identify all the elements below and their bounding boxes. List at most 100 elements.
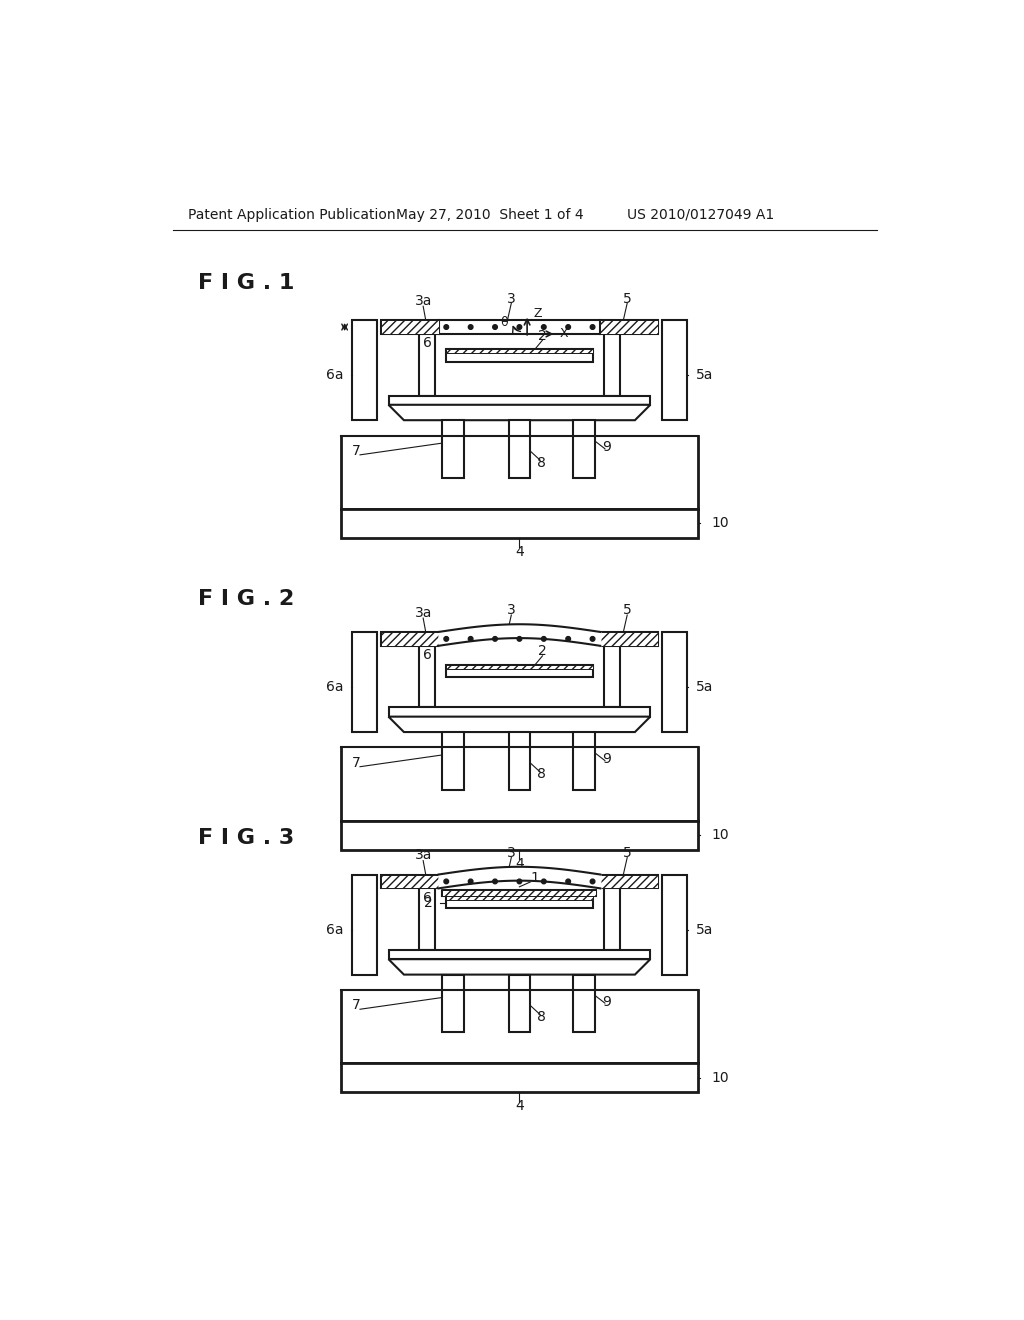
Bar — [381, 321, 438, 334]
Text: 5a: 5a — [695, 923, 713, 937]
Bar — [381, 321, 438, 334]
Text: 5: 5 — [623, 292, 632, 305]
Circle shape — [468, 325, 473, 330]
Text: 1: 1 — [530, 871, 540, 884]
Bar — [419, 334, 435, 396]
Circle shape — [566, 879, 570, 884]
Bar — [388, 396, 650, 405]
Bar — [600, 875, 658, 888]
Text: 5a: 5a — [695, 680, 713, 694]
Text: 6: 6 — [423, 337, 431, 350]
Text: 6: 6 — [423, 891, 431, 904]
Text: 10: 10 — [712, 828, 729, 842]
Text: F I G . 3: F I G . 3 — [199, 828, 295, 847]
Text: 8: 8 — [538, 1010, 546, 1024]
Bar — [446, 665, 593, 669]
Polygon shape — [388, 960, 650, 974]
Text: F I G . 1: F I G . 1 — [199, 273, 295, 293]
Text: 7: 7 — [352, 756, 360, 770]
Text: 4: 4 — [515, 545, 524, 558]
Circle shape — [517, 879, 521, 884]
Bar — [381, 632, 438, 645]
Bar — [446, 896, 593, 908]
Bar — [442, 974, 464, 1032]
Text: X: X — [559, 327, 568, 341]
Bar — [604, 334, 620, 396]
Bar — [388, 950, 650, 960]
Bar — [600, 321, 658, 334]
Bar — [662, 321, 686, 420]
Bar — [604, 645, 620, 708]
Circle shape — [542, 879, 546, 884]
Circle shape — [566, 636, 570, 642]
Text: 5: 5 — [623, 603, 632, 618]
Text: 2: 2 — [539, 329, 547, 342]
Text: 3a: 3a — [415, 849, 432, 862]
Bar — [509, 974, 530, 1032]
Bar — [600, 875, 658, 888]
Polygon shape — [388, 405, 650, 420]
Bar — [352, 632, 377, 733]
Circle shape — [590, 879, 595, 884]
Circle shape — [493, 325, 498, 330]
Circle shape — [444, 636, 449, 642]
Bar — [446, 665, 593, 677]
Circle shape — [542, 325, 546, 330]
Bar — [341, 821, 698, 850]
Text: 3: 3 — [507, 846, 516, 859]
Bar — [419, 645, 435, 708]
Bar — [600, 321, 658, 334]
Bar — [573, 420, 595, 478]
Bar — [446, 350, 593, 362]
Bar — [442, 420, 464, 478]
Circle shape — [493, 879, 498, 884]
Bar — [662, 874, 686, 974]
Bar — [573, 974, 595, 1032]
Bar — [352, 874, 377, 974]
Bar — [352, 321, 377, 420]
Text: 6a: 6a — [326, 923, 343, 937]
Circle shape — [468, 636, 473, 642]
Text: 5a: 5a — [695, 368, 713, 383]
Text: 3a: 3a — [415, 294, 432, 308]
Text: 9: 9 — [602, 994, 611, 1008]
Bar — [381, 632, 438, 645]
Text: Patent Application Publication: Patent Application Publication — [188, 207, 396, 222]
Text: 9: 9 — [602, 440, 611, 454]
Circle shape — [444, 325, 449, 330]
Bar — [604, 888, 620, 950]
Text: Z: Z — [534, 306, 542, 319]
Text: 8: 8 — [538, 455, 546, 470]
Bar — [509, 420, 530, 478]
Text: 4: 4 — [515, 857, 524, 871]
Circle shape — [517, 636, 521, 642]
Text: θ: θ — [501, 315, 508, 329]
Circle shape — [590, 325, 595, 330]
Text: 2: 2 — [424, 896, 432, 911]
Text: 3: 3 — [507, 603, 516, 618]
Bar — [442, 733, 464, 789]
Text: 3a: 3a — [415, 606, 432, 619]
Text: 7: 7 — [352, 444, 360, 458]
Bar — [388, 708, 650, 717]
Text: US 2010/0127049 A1: US 2010/0127049 A1 — [628, 207, 774, 222]
Text: 2: 2 — [539, 644, 547, 659]
Circle shape — [542, 636, 546, 642]
Text: 8: 8 — [538, 767, 546, 781]
Circle shape — [566, 325, 570, 330]
Text: 10: 10 — [712, 1071, 729, 1085]
Bar — [442, 890, 596, 896]
Text: F I G . 2: F I G . 2 — [199, 589, 295, 609]
Bar — [600, 632, 658, 645]
Text: 10: 10 — [712, 516, 729, 531]
Bar — [446, 896, 593, 900]
Bar — [381, 875, 438, 888]
Text: 7: 7 — [352, 998, 360, 1012]
Circle shape — [468, 879, 473, 884]
Text: 6: 6 — [423, 648, 431, 663]
Bar — [341, 1063, 698, 1093]
Text: 6a: 6a — [326, 680, 343, 694]
Circle shape — [444, 879, 449, 884]
Bar — [341, 508, 698, 539]
Circle shape — [590, 636, 595, 642]
